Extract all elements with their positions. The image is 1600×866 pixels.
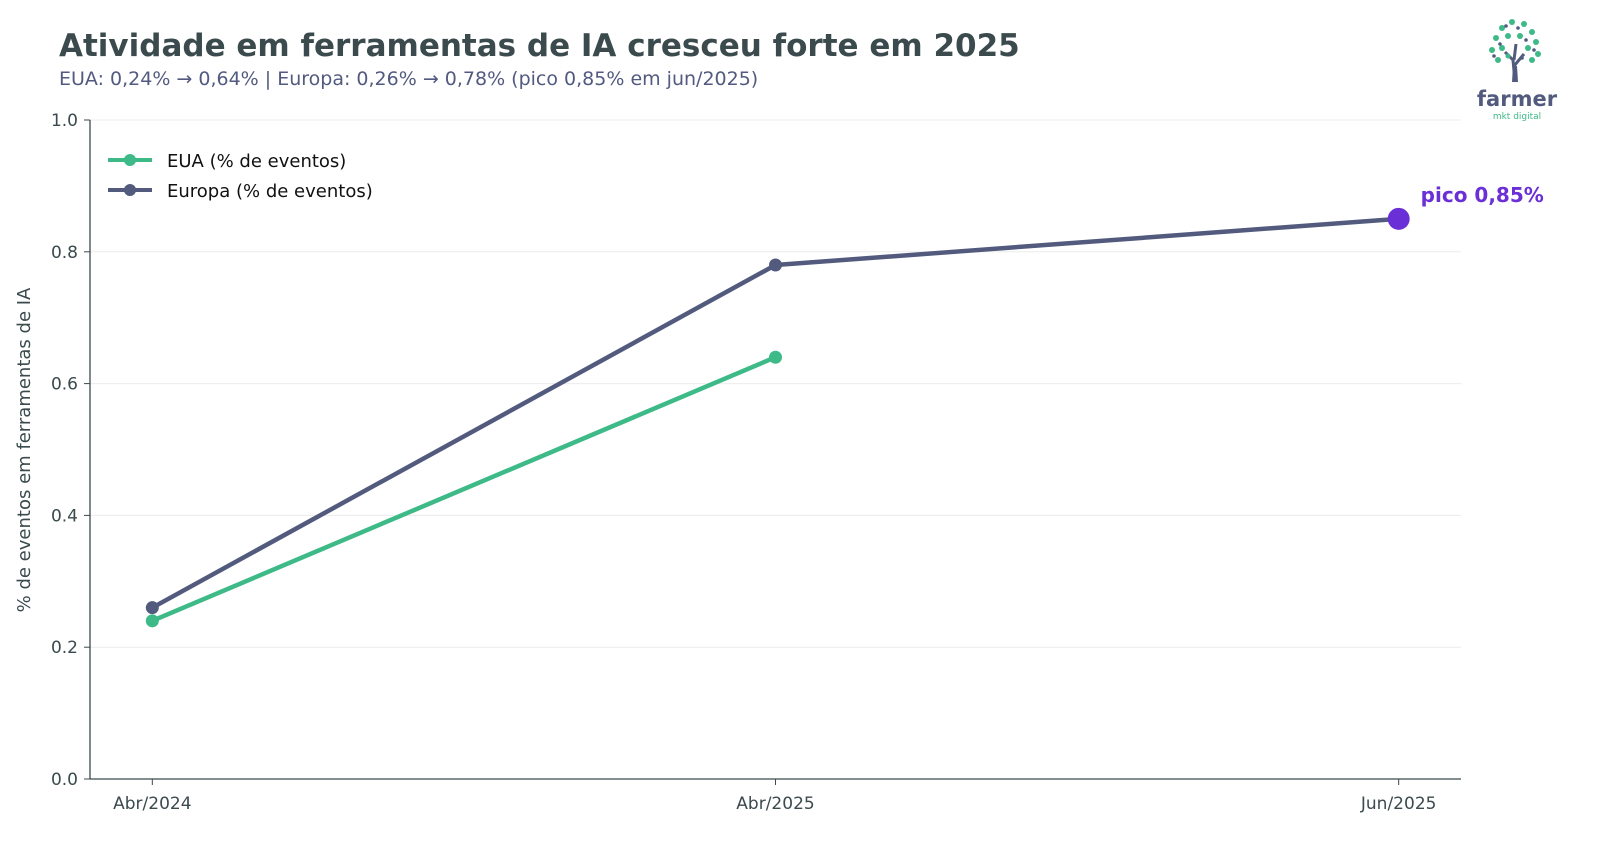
data-point-europa: [145, 601, 159, 615]
legend-label-europa: Europa (% de eventos): [167, 181, 373, 202]
legend-marker-europa: [124, 184, 136, 196]
x-tick-label: Jun/2025: [1360, 794, 1437, 814]
series-line-europa: [151, 216, 1399, 610]
peak-annotation: pico 0,85%: [1421, 183, 1544, 207]
data-point-eua: [769, 350, 782, 364]
peak-marker: [1387, 207, 1410, 230]
y-tick-label: 0.8: [51, 243, 78, 263]
chart-title: Atividade em ferramentas de IA cresceu f…: [59, 28, 1020, 64]
y-tick-label: 0.4: [51, 506, 78, 526]
logo-tagline: mkt digital: [1493, 112, 1541, 122]
y-tick-label: 0.0: [51, 770, 78, 790]
series-line-eua: [151, 355, 777, 623]
legend-marker-eua: [124, 154, 136, 166]
y-axis-label: % de eventos em ferramentas de IA: [14, 287, 35, 612]
data-point-europa: [769, 258, 782, 272]
logo-wordmark: farmer: [1477, 87, 1558, 111]
x-tick-label: Abr/2024: [113, 794, 191, 814]
x-tick-label: Abr/2025: [736, 794, 814, 814]
farmer-logo: farmer mkt digital: [1472, 14, 1562, 124]
data-point-eua: [145, 614, 159, 628]
y-tick-label: 0.2: [51, 638, 78, 658]
y-tick-label: 0.6: [51, 375, 78, 395]
y-tick-label: 1.0: [51, 111, 78, 131]
legend: EUA (% de eventos) Europa (% de eventos): [108, 151, 373, 202]
chart-subtitle: EUA: 0,24% → 0,64% | Europa: 0,26% → 0,7…: [59, 68, 759, 90]
tree-icon: farmer mkt digital: [1477, 19, 1558, 122]
legend-label-eua: EUA (% de eventos): [167, 151, 346, 172]
